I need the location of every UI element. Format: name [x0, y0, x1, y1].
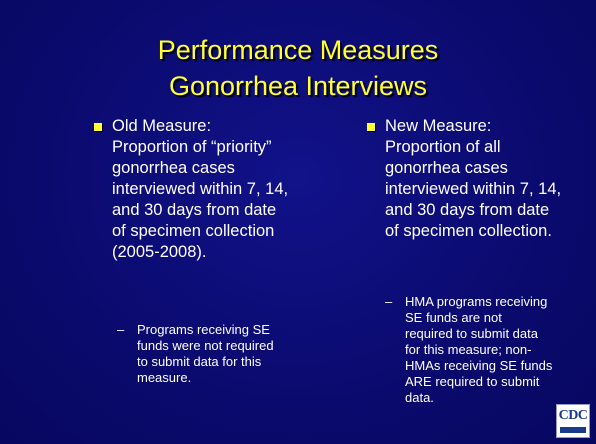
main-text: of specimen collection	[112, 222, 275, 240]
main-text: Old Measure:	[112, 117, 212, 135]
logo-bar	[560, 427, 586, 433]
sub-text: required to submit data	[405, 326, 538, 341]
main-text: Proportion of “priority”	[112, 138, 272, 156]
sub-text: Programs receiving SE	[137, 322, 270, 337]
sub-text: for this measure; non-	[405, 342, 532, 357]
bullet	[367, 123, 375, 131]
sub-text: SE funds are not	[405, 310, 502, 325]
main-text: interviewed within 7, 14,	[112, 180, 289, 198]
sub-text: ARE required to submit	[405, 374, 540, 389]
sub-text: HMAs receiving SE funds	[405, 358, 553, 373]
main-text: of specimen collection.	[385, 222, 552, 240]
sub-text: to submit data for this	[137, 354, 262, 369]
main-text: (2005-2008).	[112, 243, 207, 261]
sub-bullet-dash: –	[117, 322, 125, 337]
bullet	[94, 123, 102, 131]
title-line: Performance Measures	[157, 35, 439, 65]
title-line: Gonorrhea Interviews	[168, 71, 428, 101]
sub-bullet-dash: –	[385, 294, 393, 309]
main-text: interviewed within 7, 14,	[385, 180, 562, 198]
sub-text: HMA programs receiving	[405, 294, 548, 309]
sub-text: funds were not required	[137, 338, 274, 353]
main-text: Proportion of all	[385, 138, 501, 156]
main-text: New Measure:	[385, 117, 492, 135]
main-text: and 30 days from date	[112, 201, 277, 219]
cdc-logo: CDC	[556, 404, 590, 438]
main-text: gonorrhea cases	[112, 159, 235, 177]
sub-text: measure.	[137, 370, 192, 385]
main-text: and 30 days from date	[385, 201, 550, 219]
main-text: gonorrhea cases	[385, 159, 508, 177]
sub-text: data.	[405, 390, 434, 405]
logo-text: CDC	[558, 408, 588, 423]
